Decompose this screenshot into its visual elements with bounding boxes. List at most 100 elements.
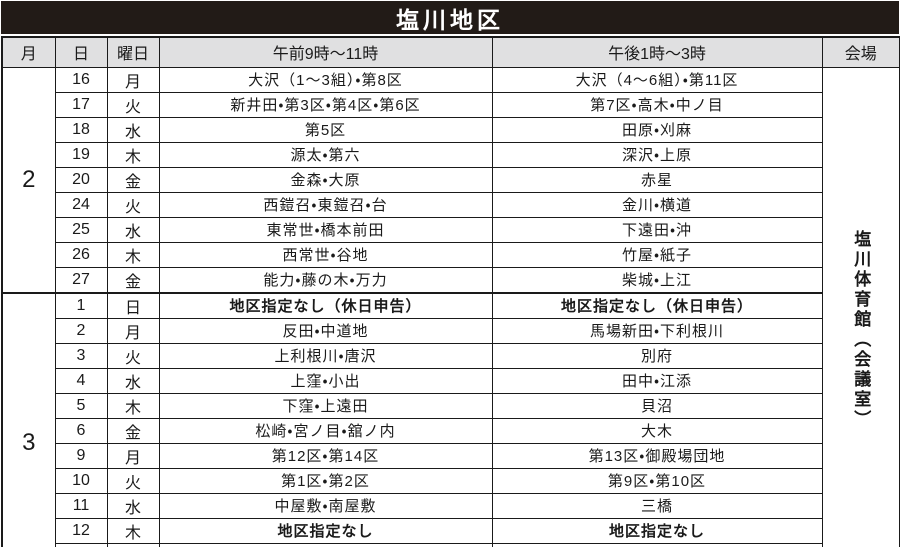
schedule-row: 13金地区指定なし地区指定なし (2, 542, 900, 547)
pm-cell: 田中・江添 (491, 367, 823, 394)
schedule-row: 18 水第5区 田原・刈麻 (2, 116, 900, 143)
pm-cell: 第13区・御殿場団地 (491, 442, 823, 469)
pm-cell: 地区指定なし (491, 542, 823, 547)
schedule-row: 12 木地区指定なし 地区指定なし (2, 517, 900, 544)
day-cell: 27 (54, 266, 108, 293)
pm-cell: 第7区・高木・中ノ目 (491, 91, 823, 118)
schedule-row: 3 1 日地区指定なし（休日申告） 地区指定なし（休日申告） (1, 291, 900, 547)
schedule-row: 5 木下窪・上遠田 貝沼 (2, 392, 900, 419)
schedule-row: 2 16 月大沢（1～3組）・第8区 大沢（4～6組）・第11区 塩川体育館（会議室） (1, 66, 900, 547)
am-cell: 東常世・橋本前田 (158, 216, 493, 243)
page-title: 塩川地区 (1, 1, 899, 34)
day-cell: 20 (54, 166, 108, 193)
weekday-cell: 月 (106, 442, 160, 469)
weekday-cell: 月 (106, 66, 160, 93)
pm-cell: 第9区・第10区 (491, 467, 823, 494)
schedule-row: 26 木西常世・谷地 竹屋・紙子 (2, 241, 900, 268)
weekday-cell: 金 (106, 166, 160, 193)
day-cell: 18 (54, 116, 108, 143)
am-cell: 能力・藤の木・万力 (158, 266, 493, 293)
day-cell: 9 (54, 442, 108, 469)
schedule-row: 27 金能力・藤の木・万力 柴城・上江 (2, 266, 900, 293)
schedule-row: 4 水上窪・小出 田中・江添 (2, 367, 900, 394)
day-cell: 6 (54, 417, 108, 444)
am-cell: 上窪・小出 (158, 367, 493, 394)
pm-cell: 柴城・上江 (491, 266, 823, 293)
month-cell: 3 (1, 291, 56, 547)
pm-cell: 地区指定なし (491, 517, 823, 544)
day-cell: 17 (54, 91, 108, 118)
am-cell: 中屋敷・南屋敷 (158, 492, 493, 519)
weekday-cell: 金 (106, 266, 160, 293)
weekday-cell: 火 (106, 191, 160, 218)
pm-cell: 馬場新田・下利根川 (491, 317, 823, 344)
schedule-row: 10 火第1区・第2区 第9区・第10区 (2, 467, 900, 494)
day-cell: 25 (54, 216, 108, 243)
pm-cell: 地区指定なし（休日申告） (491, 291, 823, 319)
am-cell: 西常世・谷地 (158, 241, 493, 268)
day-cell: 10 (54, 467, 108, 494)
day-cell: 3 (54, 342, 108, 369)
pm-cell: 下遠田・沖 (491, 216, 823, 243)
pm-cell: 別府 (491, 342, 823, 369)
day-cell: 12 (54, 517, 108, 544)
col-header-pm: 午後1時～3時 (491, 36, 823, 68)
schedule-table: 月 日 曜日 午前9時～11時 午後1時～3時 会場 2 16 月大沢（1～3組）・… (1, 36, 900, 547)
col-header-weekday: 曜日 (106, 36, 160, 68)
am-cell: 新井田・第3区・第4区・第6区 (158, 91, 493, 118)
day-cell: 24 (54, 191, 108, 218)
weekday-cell: 火 (106, 342, 160, 369)
day-cell: 19 (54, 141, 108, 168)
schedule-row: 20 金金森・大原 赤星 (2, 166, 900, 193)
pm-cell: 三橋 (491, 492, 823, 519)
weekday-cell: 金 (106, 417, 160, 444)
weekday-cell: 日 (106, 291, 160, 319)
schedule-row: 6 金松崎・宮ノ目・舘ノ内 大木 (2, 417, 900, 444)
weekday-cell: 水 (106, 492, 160, 519)
am-cell: 大沢（1～3組）・第8区 (158, 66, 493, 93)
pm-cell: 大沢（4～6組）・第11区 (491, 66, 823, 93)
am-cell: 地区指定なし (158, 542, 493, 547)
schedule-row: 2 月反田・中道地 馬場新田・下利根川 (2, 317, 900, 344)
weekday-cell: 火 (106, 91, 160, 118)
col-header-day: 日 (54, 36, 108, 68)
pm-cell: 竹屋・紙子 (491, 241, 823, 268)
am-cell: 上利根川・唐沢 (158, 342, 493, 369)
weekday-cell: 火 (106, 467, 160, 494)
am-cell: 西鎧召・東鎧召・台 (158, 191, 493, 218)
schedule-row: 17 火新井田・第3区・第4区・第6区 第7区・高木・中ノ目 (2, 91, 900, 118)
pm-cell: 大木 (491, 417, 823, 444)
am-cell: 地区指定なし (158, 517, 493, 544)
schedule-row: 3 火上利根川・唐沢 別府 (2, 342, 900, 369)
weekday-cell: 木 (106, 392, 160, 419)
day-cell: 1 (54, 291, 108, 319)
col-header-am: 午前9時～11時 (158, 36, 493, 68)
pm-cell: 深沢・上原 (491, 141, 823, 168)
day-cell: 16 (54, 66, 108, 93)
schedule-row: 9 月第12区・第14区 第13区・御殿場団地 (2, 442, 900, 469)
col-header-venue: 会場 (821, 36, 900, 68)
weekday-cell: 木 (106, 241, 160, 268)
col-header-month: 月 (1, 36, 56, 68)
pm-cell: 田原・刈麻 (491, 116, 823, 143)
day-cell: 11 (54, 492, 108, 519)
am-cell: 松崎・宮ノ目・舘ノ内 (158, 417, 493, 444)
pm-cell: 貝沼 (491, 392, 823, 419)
pm-cell: 金川・横道 (491, 191, 823, 218)
schedule-row: 25 水東常世・橋本前田 下遠田・沖 (2, 216, 900, 243)
day-cell: 26 (54, 241, 108, 268)
am-cell: 第12区・第14区 (158, 442, 493, 469)
header-row: 月 日 曜日 午前9時～11時 午後1時～3時 会場 (1, 36, 900, 68)
schedule-row: 11 水中屋敷・南屋敷 三橋 (2, 492, 900, 519)
am-cell: 地区指定なし（休日申告） (158, 291, 493, 319)
weekday-cell: 水 (106, 216, 160, 243)
day-cell: 13 (54, 542, 108, 547)
am-cell: 第5区 (158, 116, 493, 143)
day-cell: 5 (54, 392, 108, 419)
schedule-row: 24 火西鎧召・東鎧召・台 金川・横道 (2, 191, 900, 218)
weekday-cell: 木 (106, 517, 160, 544)
am-cell: 下窪・上遠田 (158, 392, 493, 419)
weekday-cell: 木 (106, 141, 160, 168)
schedule-row: 19 木源太・第六 深沢・上原 (2, 141, 900, 168)
